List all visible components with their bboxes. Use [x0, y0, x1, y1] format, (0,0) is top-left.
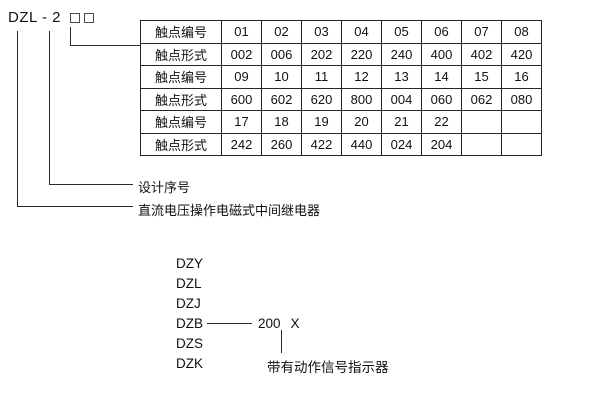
- table-cell: 220: [341, 42, 382, 66]
- table-cell: 04: [341, 20, 382, 44]
- list-item: DZB 200 X: [176, 313, 300, 333]
- table-cell: 422: [301, 132, 342, 156]
- series-code: DZJ: [176, 295, 201, 311]
- table-row: 触点形式 242 260 422 440 024 204: [140, 132, 542, 156]
- table-cell: 07: [461, 20, 502, 44]
- row-label: 触点编号: [140, 65, 222, 89]
- placeholder-box-icon: [83, 12, 94, 23]
- table-cell: 01: [221, 20, 262, 44]
- connector-line-design-serial-vertical: [49, 31, 50, 184]
- series-code: DZL: [176, 275, 202, 291]
- table-cell: 13: [381, 65, 422, 89]
- table-cell: 260: [261, 132, 302, 156]
- row-label: 触点形式: [140, 132, 222, 156]
- dzb-connector-line: [207, 322, 252, 324]
- series-code: DZY: [176, 255, 203, 271]
- table-cell: 11: [301, 65, 342, 89]
- table-cell: 17: [221, 110, 262, 134]
- list-item: DZJ: [176, 293, 300, 313]
- table-row: 触点编号 01 02 03 04 05 06 07 08: [140, 20, 542, 44]
- table-row: 触点编号 17 18 19 20 21 22: [140, 110, 542, 134]
- row-label: 触点形式: [140, 42, 222, 66]
- connector-line-indicator-vertical: [281, 330, 282, 353]
- model-code: DZL - 2: [8, 9, 94, 26]
- table-cell: 602: [261, 87, 302, 111]
- connector-line-contact-code-horizontal: [70, 45, 140, 46]
- table-row: 触点形式 600 602 620 800 004 060 062 080: [140, 87, 542, 111]
- table-cell: 10: [261, 65, 302, 89]
- placeholder-box-icon: [69, 12, 80, 23]
- table-cell: 080: [501, 87, 542, 111]
- model-code-text: DZL - 2: [8, 9, 61, 26]
- table-cell: 21: [381, 110, 422, 134]
- table-cell: [501, 132, 542, 156]
- table-cell: 240: [381, 42, 422, 66]
- connector-line-relay-type-vertical: [17, 31, 18, 206]
- table-cell: 440: [341, 132, 382, 156]
- list-item: DZK: [176, 353, 300, 373]
- design-serial-label: 设计序号: [138, 180, 191, 195]
- series-code: DZB: [176, 315, 203, 331]
- table-cell: [461, 110, 502, 134]
- connector-line-design-serial-horizontal: [49, 184, 133, 185]
- table-cell: 02: [261, 20, 302, 44]
- table-cell: 620: [301, 87, 342, 111]
- table-cell: 202: [301, 42, 342, 66]
- table-row: 触点编号 09 10 11 12 13 14 15 16: [140, 65, 542, 89]
- row-label: 触点编号: [140, 110, 222, 134]
- table-cell: 08: [501, 20, 542, 44]
- table-cell: 06: [421, 20, 462, 44]
- series-code: DZS: [176, 335, 203, 351]
- table-cell: 402: [461, 42, 502, 66]
- contact-code-table: 触点编号 01 02 03 04 05 06 07 08 触点形式 002 00…: [140, 20, 542, 156]
- table-cell: 006: [261, 42, 302, 66]
- table-cell: 19: [301, 110, 342, 134]
- table-cell: 20: [341, 110, 382, 134]
- table-cell: 004: [381, 87, 422, 111]
- table-cell: 05: [381, 20, 422, 44]
- model-code-placeholders: [69, 12, 94, 23]
- indicator-note: 带有动作信号指示器: [267, 360, 389, 375]
- list-item: DZL: [176, 273, 300, 293]
- dzb-variant-x: X: [290, 315, 300, 331]
- relay-type-label: 直流电压操作电磁式中间继电器: [138, 203, 321, 218]
- table-cell: 14: [421, 65, 462, 89]
- row-label: 触点编号: [140, 20, 222, 44]
- list-item: DZY: [176, 253, 300, 273]
- connector-line-contact-code-vertical: [70, 27, 71, 45]
- table-row: 触点形式 002 006 202 220 240 400 402 420: [140, 42, 542, 66]
- table-cell: 09: [221, 65, 262, 89]
- table-cell: 18: [261, 110, 302, 134]
- table-cell: 800: [341, 87, 382, 111]
- table-cell: 600: [221, 87, 262, 111]
- table-cell: 22: [421, 110, 462, 134]
- table-cell: 420: [501, 42, 542, 66]
- table-cell: 024: [381, 132, 422, 156]
- table-cell: 060: [421, 87, 462, 111]
- series-code: DZK: [176, 355, 203, 371]
- list-item: DZS: [176, 333, 300, 353]
- table-cell: 12: [341, 65, 382, 89]
- table-cell: 204: [421, 132, 462, 156]
- dzb-rated-value: 200: [258, 315, 281, 331]
- table-cell: 15: [461, 65, 502, 89]
- table-cell: 062: [461, 87, 502, 111]
- connector-line-relay-type-horizontal: [17, 206, 133, 207]
- table-cell: 03: [301, 20, 342, 44]
- table-cell: 16: [501, 65, 542, 89]
- row-label: 触点形式: [140, 87, 222, 111]
- table-cell: [501, 110, 542, 134]
- table-cell: [461, 132, 502, 156]
- table-cell: 242: [221, 132, 262, 156]
- relay-series-legend: DZY DZL DZJ DZB 200 X DZS DZK: [176, 253, 300, 373]
- table-cell: 400: [421, 42, 462, 66]
- table-cell: 002: [221, 42, 262, 66]
